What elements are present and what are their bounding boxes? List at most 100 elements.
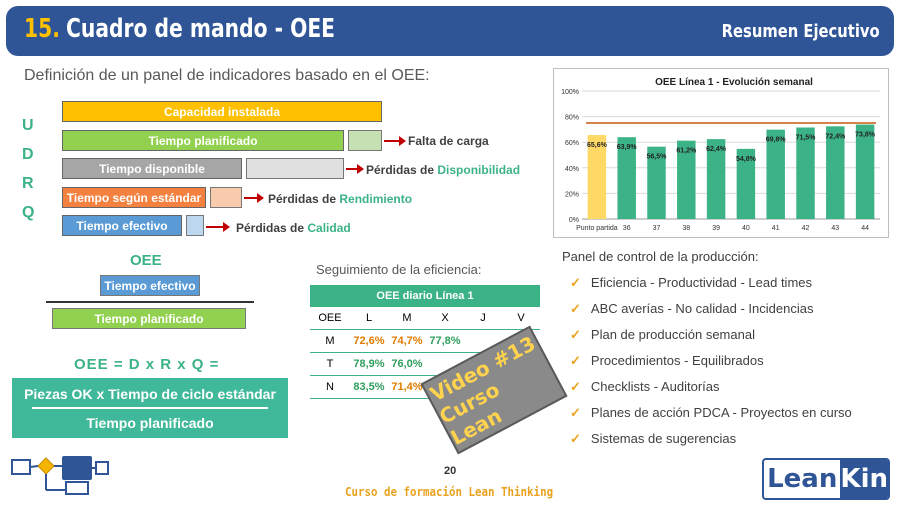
table-cell: 71,4% (391, 381, 423, 393)
chart-svg: OEE Línea 1 - Evolución semanal 65,6% 63,… (561, 77, 880, 232)
x-tick-label: 39 (712, 225, 720, 232)
label-perdidas-rendimiento: Pérdidas de Rendimiento (268, 192, 413, 206)
bar-tiempo-disponible: Tiempo disponible (62, 158, 242, 179)
arrow-rendimiento (244, 193, 264, 203)
check-icon: ✓ (570, 275, 581, 290)
row-label: M (325, 335, 335, 347)
col-header: J (480, 312, 486, 324)
chart-bar (617, 137, 636, 219)
check-icon: ✓ (570, 431, 581, 446)
y-tick-label: 80% (565, 115, 579, 122)
y-tick-label: 100% (561, 89, 579, 96)
letter-u: U (22, 117, 34, 134)
x-tick-label: 43 (831, 225, 839, 232)
table-cell: 77,8% (429, 335, 461, 347)
table-cell: 72,6% (353, 335, 385, 347)
col-header: M (402, 312, 412, 324)
label-falta-de-carga: Falta de carga (408, 134, 489, 148)
table-cell: 76,0% (391, 358, 423, 370)
letter-r: R (22, 175, 34, 192)
data-label: 69,8% (766, 137, 787, 144)
chart-bar (736, 148, 756, 219)
y-tick-label: 40% (565, 166, 579, 173)
fraction-denominator: Tiempo planificado (52, 308, 246, 329)
subtitle: Definición de un panel de indicadores ba… (24, 67, 430, 84)
y-tick-label: 0% (569, 217, 579, 224)
x-tick-label: 42 (802, 225, 810, 232)
footer-course: Curso de formación Lean Thinking (345, 485, 554, 499)
panel-item-text: Checklists - Auditorías (590, 379, 720, 394)
table-cell: 74,7% (391, 335, 423, 347)
y-tick-label: 20% (565, 191, 579, 198)
arrow-calidad (206, 222, 230, 232)
header-section-label: Resumen Ejecutivo (721, 21, 880, 42)
chart-bar (826, 126, 845, 219)
table-header-row: OEE L M X J V (310, 307, 540, 330)
panel-list-item: ✓ Procedimientos - Equilibrados (570, 353, 764, 369)
panel-item-text: Planes de acción PDCA - Proyectos en cur… (590, 405, 852, 420)
letter-q: Q (22, 204, 35, 221)
bar-tiempo-planificado: Tiempo planificado (62, 130, 344, 151)
chart-bar (647, 146, 666, 219)
chart-bar (587, 135, 607, 219)
leankin-logo: Lean Kin (762, 458, 890, 500)
row-label: T (326, 358, 334, 370)
table-row: T 78,9% 76,0% (310, 353, 540, 376)
x-tick-label: 37 (653, 225, 661, 232)
loss-box-calidad (186, 215, 204, 236)
data-label: 72,4% (825, 133, 846, 140)
logo-kin: Kin (840, 460, 888, 498)
col-header: V (517, 312, 525, 324)
bar-capacidad-instalada: Capacidad instalada (62, 101, 382, 122)
slide-number: 15. (24, 14, 60, 44)
check-icon: ✓ (570, 379, 581, 394)
panel-item-text: Procedimientos - Equilibrados (590, 353, 764, 368)
data-label: 61,2% (676, 148, 697, 155)
table-title: OEE diario Línea 1 (310, 285, 540, 307)
oee-weekly-chart: OEE Línea 1 - Evolución semanal 65,6% 63,… (553, 68, 889, 238)
formula-denominator: Tiempo planificado (86, 415, 214, 431)
x-tick-label: 44 (861, 225, 869, 232)
panel-list-item: ✓ Plan de producción semanal (570, 327, 755, 343)
panel-item-text: Sistemas de sugerencias (590, 431, 737, 446)
efficiency-title: Seguimiento de la eficiencia: (316, 262, 482, 277)
formula-numerator: Piezas OK x Tiempo de ciclo estándar (24, 386, 276, 402)
data-label: 54,8% (736, 156, 757, 163)
check-icon: ✓ (570, 301, 581, 316)
loss-box-carga (348, 130, 382, 151)
col-header: X (441, 312, 449, 324)
page-number: 20 (444, 465, 457, 477)
row-label: N (326, 381, 334, 393)
table-cell: 83,5% (353, 381, 385, 393)
logo-lean: Lean (767, 464, 838, 494)
x-tick-label: Punto partida (576, 225, 618, 232)
oee-label: OEE (130, 252, 162, 269)
fraction-line (46, 301, 254, 303)
oee-formula-box: Piezas OK x Tiempo de ciclo estándar Tie… (12, 378, 288, 438)
x-tick-label: 38 (682, 225, 690, 232)
panel-item-text: Eficiencia - Productividad - Lead times (590, 275, 813, 290)
panel-list-item: ✓ ABC averías - No calidad - Incidencias (570, 301, 813, 317)
panel-list-item: ✓ Sistemas de sugerencias (570, 431, 736, 447)
check-icon: ✓ (570, 405, 581, 420)
panel-item-text: ABC averías - No calidad - Incidencias (590, 301, 814, 316)
letter-d: D (22, 146, 34, 163)
chart-bar (706, 139, 726, 219)
col-header: OEE (318, 312, 342, 324)
panel-title: Panel de control de la producción: (562, 249, 759, 264)
oee-formula: OEE = D x R x Q = (74, 356, 220, 373)
arrow-disponibilidad (346, 164, 364, 174)
chart-title: OEE Línea 1 - Evolución semanal (655, 77, 813, 88)
data-label: 56,5% (647, 154, 668, 161)
chart-bar (855, 124, 875, 219)
label-perdidas-calidad: Pérdidas de Calidad (236, 221, 351, 235)
loss-box-rendimiento (210, 187, 242, 208)
table-row: M 72,6% 74,7% 77,8% (310, 330, 540, 353)
panel-list-item: ✓ Eficiencia - Productividad - Lead times (570, 275, 812, 291)
table-row: N 83,5% 71,4% (310, 376, 540, 399)
header-bar: 15. Cuadro de mando - OEE Resumen Ejecut… (6, 6, 894, 56)
data-label: 62,4% (706, 146, 727, 153)
arrow-carga (384, 136, 406, 146)
panel-list-item: ✓ Planes de acción PDCA - Proyectos en cu… (570, 405, 852, 421)
data-label: 73,8% (855, 132, 876, 139)
